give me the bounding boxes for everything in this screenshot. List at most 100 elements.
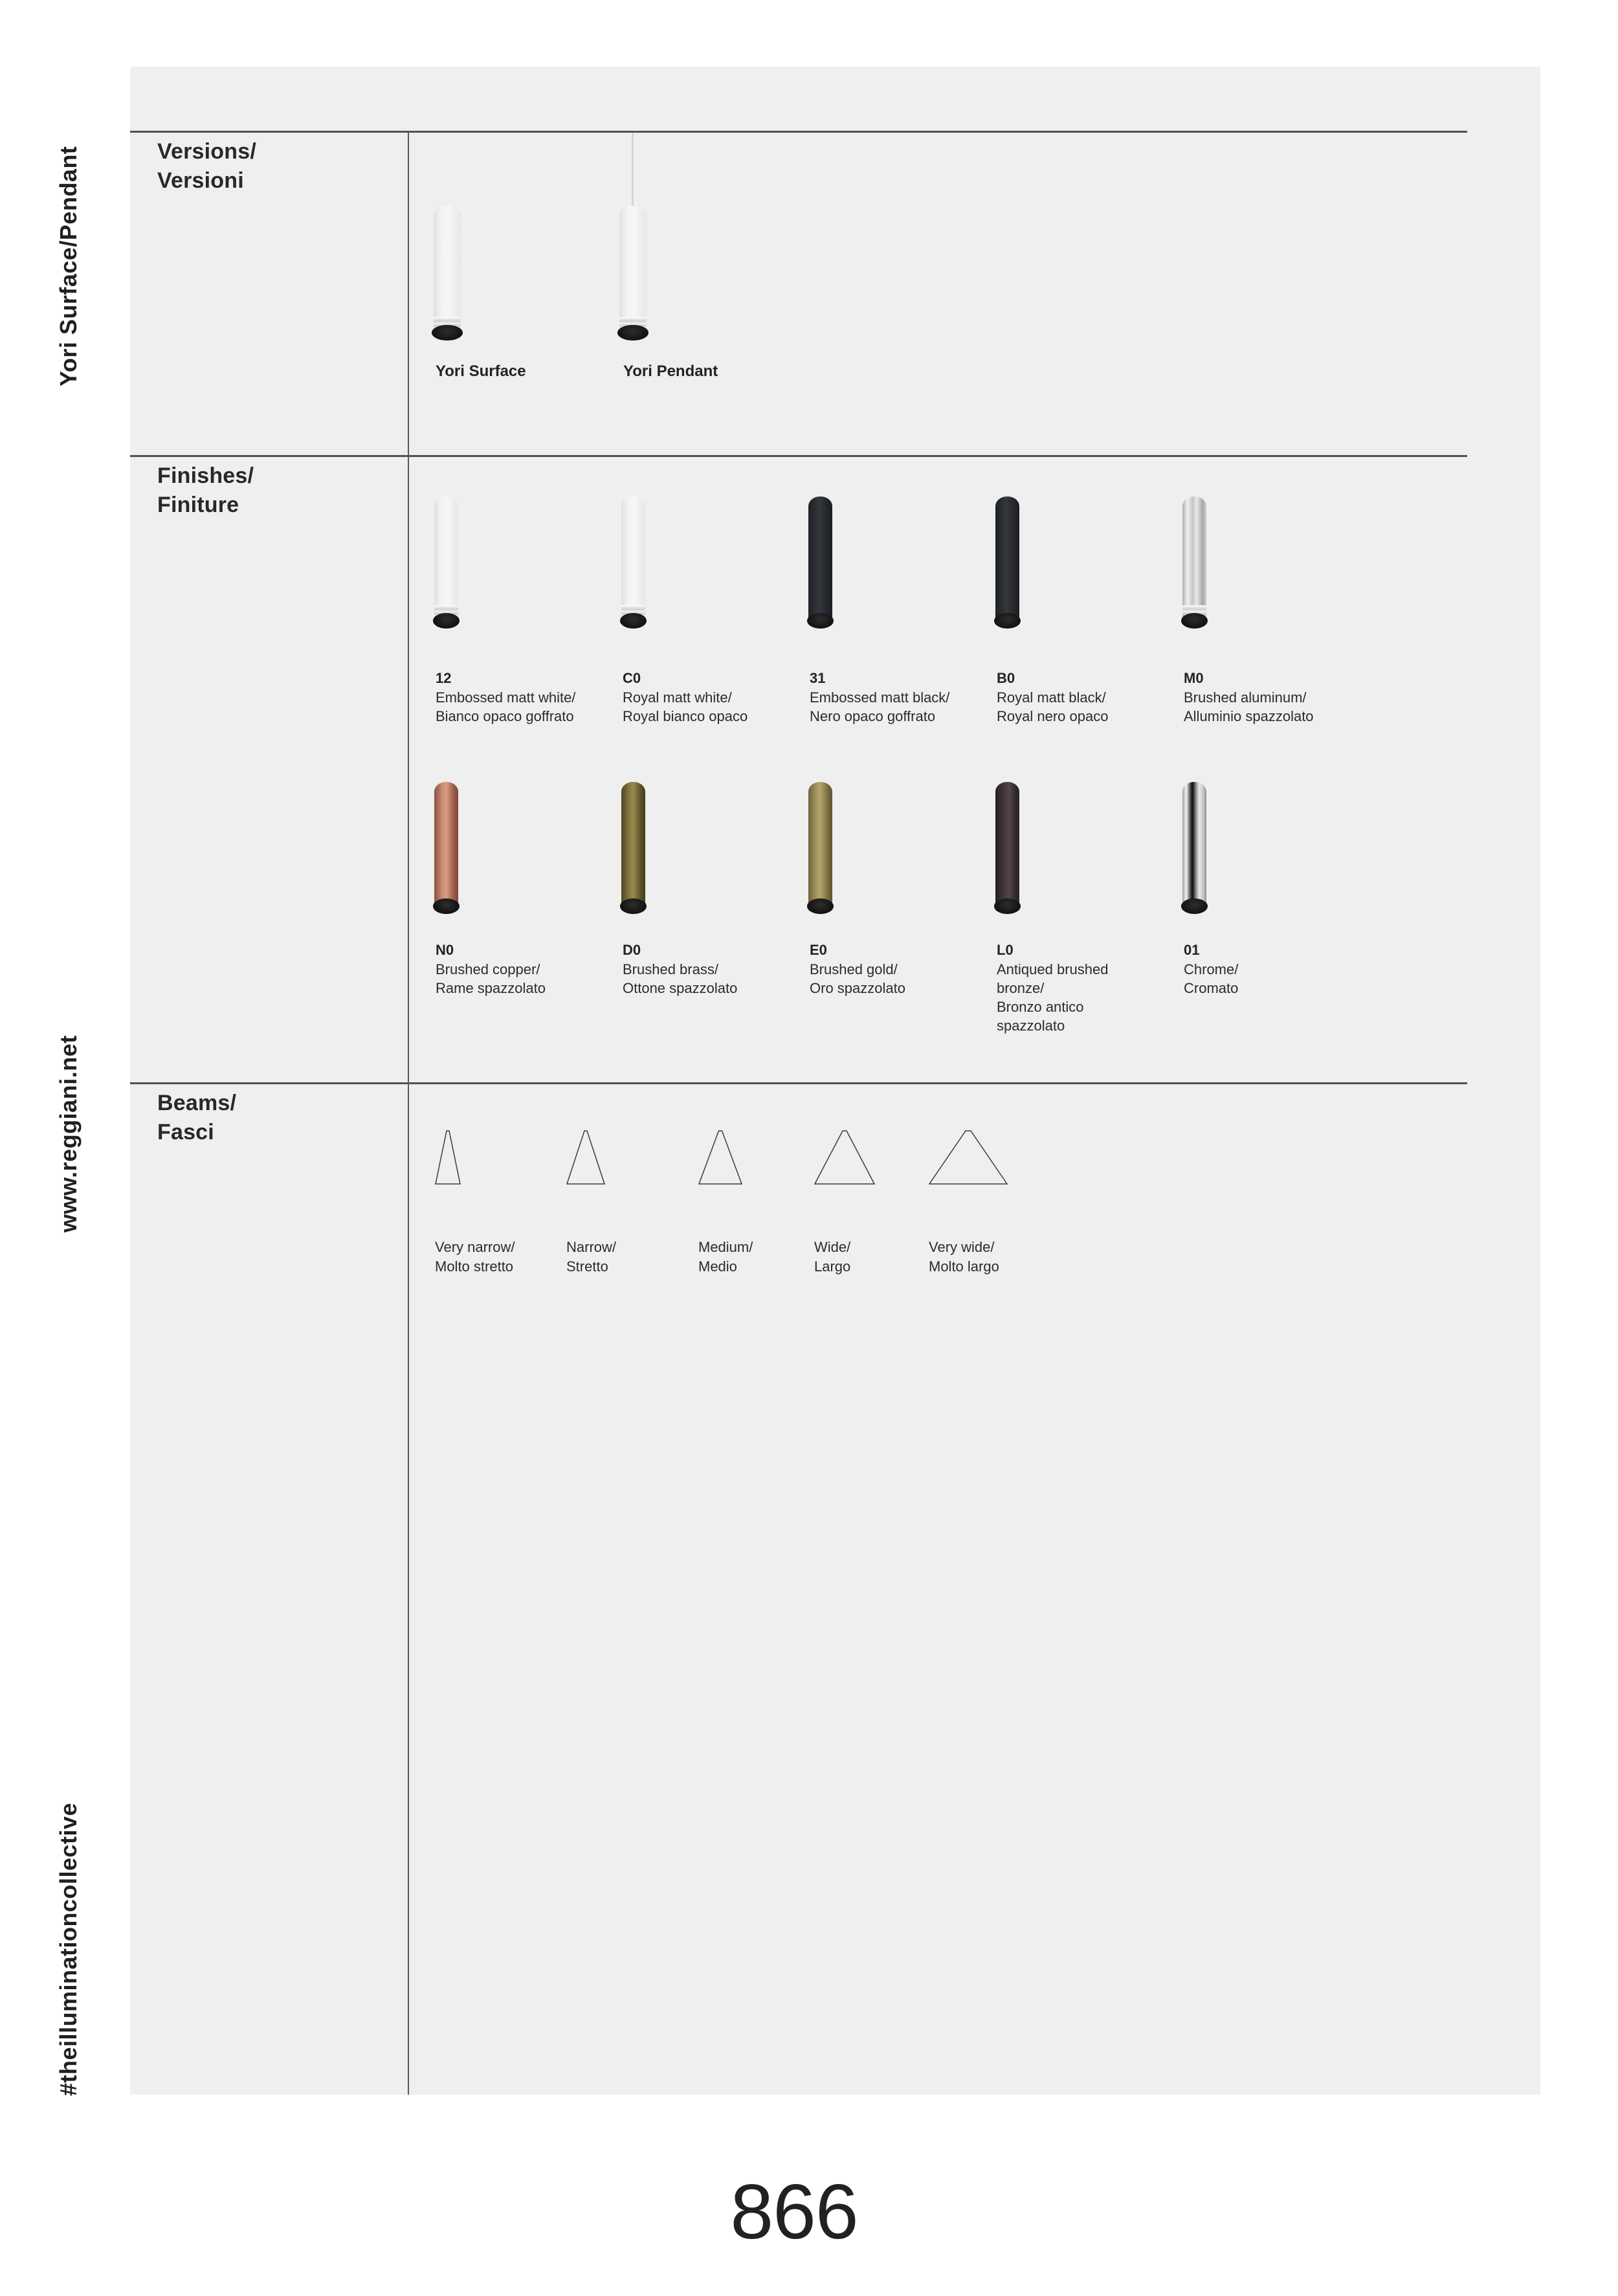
finishes-title-en: Finishes/ (157, 463, 254, 488)
finish-desc: Antiqued brushed bronze/ Bronzo antico s… (997, 960, 1108, 1035)
finish-swatch-B0 (993, 496, 1021, 629)
finish-desc-line: bronze/ (997, 980, 1045, 996)
finishes-title-it: Finiture (157, 493, 239, 517)
version-label-surface: Yori Surface (436, 362, 526, 380)
finish-code: 01 (1184, 942, 1200, 958)
swatch-cap (619, 898, 647, 914)
lamp-trim-ring (434, 317, 461, 326)
finish-code: 31 (810, 670, 826, 686)
beam-label-line: Stretto (566, 1258, 608, 1275)
finish-desc-line: Brushed gold/ (810, 961, 898, 977)
finish-swatch-C0 (619, 496, 647, 629)
sidebar-hashtag: #theilluminationcollective (55, 1802, 82, 2096)
finish-desc-line: Brushed brass/ (623, 961, 718, 977)
finish-desc: Brushed gold/ Oro spazzolato (810, 960, 905, 998)
finish-desc: Embossed matt white/ Bianco opaco goffra… (436, 688, 575, 726)
beam-label-line: Medium/ (698, 1239, 753, 1255)
sidebar-website: www.reggiani.net (55, 1035, 82, 1232)
finishes-section-title: Finishes/ Finiture (157, 462, 254, 520)
swatch-cap (993, 613, 1021, 629)
finish-desc-line: Royal matt white/ (623, 689, 732, 706)
finish-desc-line: Brushed aluminum/ (1184, 689, 1307, 706)
finish-swatch-31 (806, 496, 834, 629)
finish-swatch-D0 (619, 782, 647, 914)
finish-desc-line: Oro spazzolato (810, 980, 905, 996)
finish-desc-line: Ottone spazzolato (623, 980, 738, 996)
beam-label: Very narrow/ Molto stretto (435, 1238, 515, 1276)
beams-section-title: Beams/ Fasci (157, 1089, 236, 1147)
column-divider (408, 131, 409, 2095)
finish-desc-line: Embossed matt black/ (810, 689, 950, 706)
beam-label-line: Molto largo (929, 1258, 999, 1275)
finish-desc: Brushed copper/ Rame spazzolato (436, 960, 546, 998)
finish-swatch-01 (1180, 782, 1208, 914)
beams-title-it: Fasci (157, 1120, 214, 1144)
yori-pendant-image (617, 206, 648, 340)
beam-label-line: Wide/ (814, 1239, 851, 1255)
beam-cone-very-wide-icon (929, 1130, 1008, 1185)
beam-label-line: Molto stretto (435, 1258, 514, 1275)
rule-finishes (130, 455, 1467, 457)
versions-title-en: Versions/ (157, 139, 256, 164)
finish-desc: Chrome/ Cromato (1184, 960, 1238, 998)
beam-label-line: Very narrow/ (435, 1239, 515, 1255)
rule-beams (130, 1082, 1467, 1084)
swatch-cap (1180, 898, 1208, 914)
finish-desc: Royal matt white/ Royal bianco opaco (623, 688, 748, 726)
finish-code: M0 (1184, 670, 1204, 686)
finish-desc: Royal matt black/ Royal nero opaco (997, 688, 1108, 726)
sidebar-product-title: Yori Surface/Pendant (55, 146, 82, 386)
swatch-cap (432, 613, 460, 629)
versions-title-it: Versioni (157, 168, 244, 193)
finish-desc-line: Embossed matt white/ (436, 689, 576, 706)
finish-code: D0 (623, 942, 641, 958)
finish-code: B0 (997, 670, 1015, 686)
swatch-cap (1180, 613, 1208, 629)
finish-desc-line: spazzolato (997, 1018, 1065, 1034)
finish-swatch-N0 (432, 782, 460, 914)
finish-desc-line: Bianco opaco goffrato (436, 708, 574, 724)
finish-desc-line: Cromato (1184, 980, 1239, 996)
lamp-trim-ring (619, 317, 647, 326)
finish-code: L0 (997, 942, 1014, 958)
finish-code: C0 (623, 670, 641, 686)
swatch-cap (806, 613, 834, 629)
beam-cone-narrow-icon (566, 1130, 605, 1185)
finish-swatch-12 (432, 496, 460, 629)
beam-label-line: Medio (698, 1258, 737, 1275)
lamp-aperture (432, 325, 463, 340)
finish-desc-line: Bronzo antico (997, 999, 1084, 1015)
finish-desc-line: Antiqued brushed (997, 961, 1109, 977)
lamp-aperture (617, 325, 648, 340)
finish-code: E0 (810, 942, 827, 958)
swatch-ring (434, 605, 458, 614)
finish-swatch-L0 (993, 782, 1021, 914)
beam-label: Medium/ Medio (698, 1238, 753, 1276)
beam-cone-medium-icon (698, 1130, 742, 1185)
finish-desc: Brushed brass/ Ottone spazzolato (623, 960, 737, 998)
beam-label-line: Largo (814, 1258, 851, 1275)
finish-desc: Embossed matt black/ Nero opaco goffrato (810, 688, 949, 726)
beam-label: Very wide/ Molto largo (929, 1238, 999, 1276)
swatch-ring (1182, 605, 1206, 614)
rule-versions (130, 131, 1467, 133)
swatch-cap (806, 898, 834, 914)
finish-desc-line: Chrome/ (1184, 961, 1239, 977)
version-label-pendant: Yori Pendant (623, 362, 718, 380)
page-background (130, 67, 1540, 2095)
beam-label: Narrow/ Stretto (566, 1238, 616, 1276)
finish-desc-line: Alluminio spazzolato (1184, 708, 1314, 724)
pendant-cable (632, 133, 634, 206)
finish-desc-line: Brushed copper/ (436, 961, 540, 977)
finish-swatch-E0 (806, 782, 834, 914)
finish-desc-line: Rame spazzolato (436, 980, 546, 996)
beam-cone-very-narrow-icon (435, 1130, 461, 1185)
yori-surface-image (432, 206, 463, 340)
page-number: 866 (730, 2168, 858, 2255)
finish-desc: Brushed aluminum/ Alluminio spazzolato (1184, 688, 1314, 726)
beam-label-line: Very wide/ (929, 1239, 995, 1255)
finish-swatch-M0 (1180, 496, 1208, 629)
beam-cone-wide-icon (814, 1130, 875, 1185)
finish-code: N0 (436, 942, 454, 958)
